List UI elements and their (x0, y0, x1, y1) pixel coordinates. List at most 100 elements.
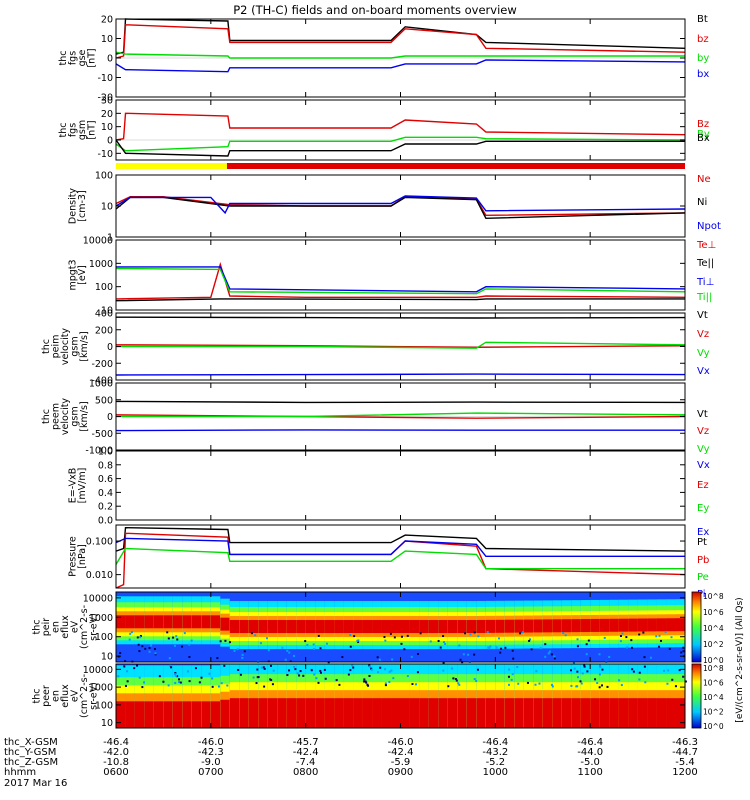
time-axis-labels: thc_X-GSM -46.4 -46.0 -45.7 -46.0 -46.4 -46.4-… (4, 737, 698, 789)
spectrogram-noise (267, 649, 270, 652)
spectrogram-band (580, 619, 591, 633)
spectrogram-band (258, 620, 269, 634)
mode-bar-segment-1 (226, 163, 685, 169)
colorbar-tick-label: 10^0 (703, 656, 724, 665)
spectrogram-noise (577, 676, 580, 679)
spectrogram-noise (644, 681, 647, 684)
ylabel-line: gse (77, 49, 88, 66)
spectrogram-band (116, 701, 126, 728)
spectrogram-noise (529, 638, 532, 641)
ephemeris-value: 1100 (577, 767, 602, 778)
spectrogram-noise (349, 633, 352, 636)
spectrogram-noise (220, 682, 223, 685)
spectrogram-noise (489, 645, 492, 648)
spectrogram-noise (530, 648, 533, 651)
spectrogram-noise (442, 669, 445, 672)
spectrogram-noise (583, 665, 586, 668)
spectrogram-noise (452, 677, 455, 680)
spectrogram-noise (208, 672, 211, 675)
spectrogram-band (163, 701, 174, 728)
ytick-label: -10 (97, 149, 113, 160)
ylabel-line: [nPa] (77, 544, 88, 569)
ytick-label: 0.6 (98, 474, 113, 485)
spectrogram-band (419, 698, 430, 728)
spectrogram-noise (625, 636, 628, 639)
spectrogram-noise (211, 677, 214, 680)
ylabel-line: [km/s] (79, 331, 90, 361)
ephemeris-value: -46.0 (198, 737, 224, 748)
panel-peir_spectrogram: 10000100010010thcpeirenefluxeV(cm^2-s-sr… (32, 591, 686, 664)
spectrogram-noise (458, 644, 461, 647)
spectrogram-noise (357, 639, 360, 642)
ylabel-line: [km/s] (79, 401, 90, 431)
spectrogram-noise (658, 645, 661, 648)
spectrogram-band (447, 698, 458, 728)
ephemeris-value: -46.0 (388, 737, 414, 748)
legend-temperature-2: Ti⊥ (696, 277, 714, 288)
ytick-label: 1.0 (98, 447, 113, 458)
spectrogram-band (495, 698, 506, 728)
spectrogram-noise (670, 636, 673, 639)
series-fgs_gse-3 (115, 59, 686, 73)
ytick-label: -200 (91, 359, 113, 370)
spectrogram-noise (548, 650, 551, 653)
spectrogram-noise (170, 666, 173, 669)
legend-peem_velocity-2: Vy (697, 444, 710, 455)
spectrogram-band (220, 617, 231, 631)
spectrogram-noise (139, 634, 142, 637)
spectrogram-noise (183, 632, 186, 635)
spectrogram-band (628, 618, 639, 632)
spectrogram-noise (169, 664, 172, 667)
ytick-label: 20 (101, 15, 113, 26)
ylabel-line: eflux (60, 684, 71, 708)
panel-efield: Ez Ey Ex 1.0 0.8 0.6 0.4 0.2 0.0 E=-VxB[mV/m] (67, 447, 709, 539)
legend-peem_velocity-1: Vz (697, 426, 709, 437)
legend-density-0: Ne (697, 174, 711, 185)
spectrogram-band (447, 620, 458, 634)
spectrogram-noise (226, 684, 229, 687)
spectrogram-band (400, 698, 411, 728)
spectrogram-noise (379, 666, 382, 669)
ylabel-line: [nT] (86, 48, 97, 67)
spectrogram-noise (603, 636, 606, 639)
spectrogram-noise (517, 682, 520, 685)
spectrogram-noise (129, 632, 132, 635)
spectrogram-band (457, 698, 468, 728)
ylabel-line: peim (51, 335, 62, 359)
spectrogram-noise (678, 669, 681, 672)
spectrogram-noise (547, 652, 550, 655)
spectrogram-band (495, 619, 506, 633)
date-label: 2017 Mar 16 (4, 778, 67, 789)
spectrogram-noise (154, 653, 157, 656)
ephemeris-value: -46.3 (672, 737, 698, 748)
spectrogram-noise (504, 646, 507, 649)
spectrogram-noise (315, 677, 318, 680)
spectrogram-band (580, 698, 591, 728)
spectrogram-noise (534, 683, 537, 686)
ephemeris-value: -10.8 (103, 757, 129, 768)
series-peem_velocity-3 (115, 429, 685, 432)
spectrogram-noise (368, 674, 371, 677)
spectrogram-noise (347, 673, 350, 676)
series-fgs_gse-0 (115, 18, 686, 55)
spectrogram-band (172, 615, 183, 629)
spectrogram-noise (384, 682, 387, 685)
spectrogram-noise (224, 639, 227, 642)
spectrogram-noise (442, 661, 445, 664)
spectrogram-noise (507, 675, 510, 678)
ylabel-line: gsm (70, 406, 81, 426)
spectrogram-noise (664, 630, 667, 633)
ytick-label: 10 (101, 202, 113, 213)
series-density-2 (115, 195, 686, 215)
spectrogram-noise (130, 631, 133, 634)
spectrogram-noise (486, 630, 489, 633)
spectrogram-noise (606, 685, 609, 688)
ytick-label: 20 (101, 109, 113, 120)
spectrogram-noise (439, 646, 442, 649)
spectrogram-noise (638, 678, 641, 681)
spectrogram-band (504, 698, 515, 728)
spectrogram-noise (510, 678, 513, 681)
spectrogram-noise (662, 669, 665, 672)
ephemeris-value: -44.7 (672, 747, 698, 758)
